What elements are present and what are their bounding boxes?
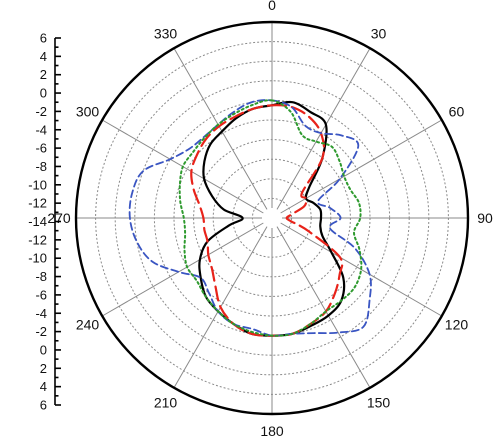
angle-label: 240: [76, 317, 100, 333]
radial-tick-label: -8: [35, 269, 47, 284]
radial-tick-label: 4: [40, 379, 47, 394]
outer-ring: [74, 20, 470, 416]
radial-tick-label: -12: [28, 196, 47, 211]
radial-tick-label: -4: [35, 306, 47, 321]
angle-label: 0: [268, 0, 276, 13]
radial-tick-label: 0: [40, 86, 47, 101]
radial-tick-label: -10: [28, 251, 47, 266]
grid-spoke: [280, 119, 442, 214]
grid-spoke: [102, 222, 264, 317]
radial-tick-label: -14: [28, 214, 47, 229]
radial-tick-label: -8: [35, 159, 47, 174]
radial-tick-label: 6: [40, 31, 47, 46]
radial-tick-label: -12: [28, 232, 47, 247]
radial-tick-label: -4: [35, 122, 47, 137]
series-group: [128, 99, 372, 337]
grid-spoke: [276, 48, 371, 210]
angle-labels: 0 30 60 90 120 150 180 210 240 270 300 330: [47, 0, 493, 439]
angle-label: 210: [154, 394, 178, 410]
grid-spoke: [173, 48, 268, 210]
radial-tick-label: 2: [40, 361, 47, 376]
angle-label: 30: [371, 26, 387, 42]
radial-tick-label: -2: [35, 104, 47, 119]
radial-tick-label: 0: [40, 342, 47, 357]
radial-axis: 6 4 2 0 -2 -4 -6 -8 -10 -12 -14 -12 -10 -8 -6 -4 -2 0 2 4 6: [28, 31, 61, 413]
radial-tick-label: 4: [40, 49, 47, 64]
angle-label: 60: [449, 104, 465, 120]
angle-label: 120: [445, 317, 469, 333]
angle-label: 150: [367, 394, 391, 410]
polar-grid: [76, 22, 468, 414]
radial-tick-label: -10: [28, 177, 47, 192]
angle-label: 330: [154, 26, 178, 42]
radial-tick-label: -2: [35, 324, 47, 339]
radial-tick-label: -6: [35, 141, 47, 156]
radial-tick-label: 2: [40, 67, 47, 82]
angle-label: 90: [477, 210, 493, 226]
angle-label: 180: [260, 423, 284, 439]
radial-tick-label: 6: [40, 398, 47, 413]
series-line-4: [178, 99, 363, 337]
outer-circle: [74, 20, 470, 416]
series-line-3: [128, 99, 372, 337]
radial-tick-label: -6: [35, 287, 47, 302]
angle-label: 300: [76, 104, 100, 120]
grid-spoke: [276, 226, 371, 388]
angle-label: 270: [47, 210, 71, 226]
